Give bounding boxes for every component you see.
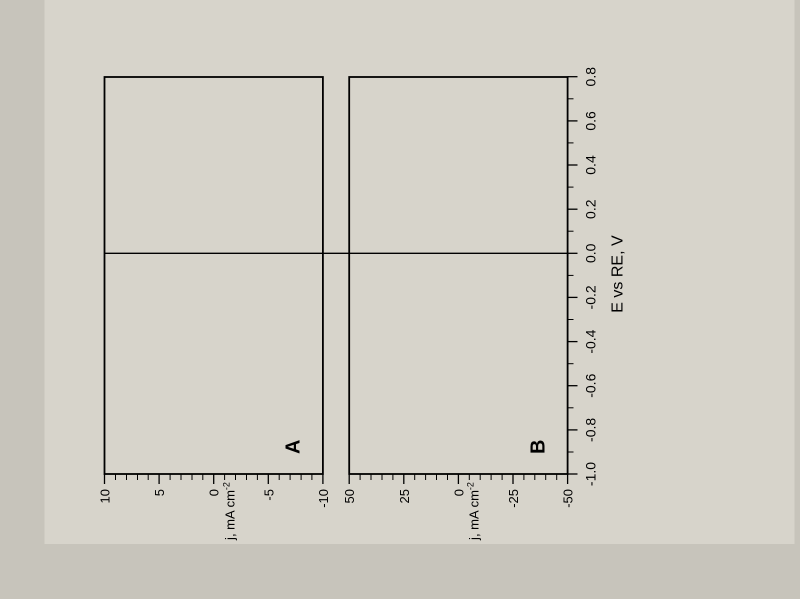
- svg-text:-25: -25: [506, 489, 521, 508]
- svg-text:j, mA cm-2: j, mA cm-2: [222, 482, 238, 541]
- svg-text:j, mA cm-2: j, mA cm-2: [466, 482, 482, 541]
- svg-text:-0.6: -0.6: [583, 373, 599, 397]
- svg-text:-10: -10: [316, 489, 331, 508]
- svg-text:25: 25: [397, 489, 412, 503]
- svg-text:5: 5: [152, 489, 167, 496]
- svg-text:0.2: 0.2: [583, 199, 599, 219]
- svg-text:B: B: [528, 440, 550, 454]
- svg-text:-1.0: -1.0: [583, 462, 599, 486]
- svg-text:0.6: 0.6: [583, 111, 599, 131]
- svg-text:0: 0: [207, 489, 222, 496]
- svg-text:A: A: [283, 440, 305, 454]
- svg-text:10: 10: [98, 489, 113, 503]
- svg-text:-0.2: -0.2: [583, 285, 599, 309]
- svg-text:-5: -5: [261, 489, 276, 501]
- svg-text:-0.8: -0.8: [583, 418, 599, 442]
- svg-text:0.4: 0.4: [583, 155, 599, 175]
- svg-text:-0.4: -0.4: [583, 329, 599, 353]
- svg-text:E vs RE, V: E vs RE, V: [610, 235, 627, 313]
- svg-text:0.8: 0.8: [583, 67, 599, 87]
- svg-text:50: 50: [342, 489, 357, 503]
- svg-text:0: 0: [451, 489, 466, 496]
- svg-text:-50: -50: [561, 489, 576, 508]
- svg-text:0.0: 0.0: [583, 243, 599, 263]
